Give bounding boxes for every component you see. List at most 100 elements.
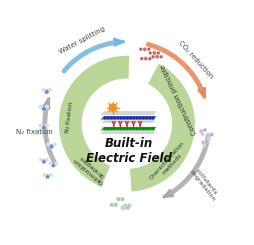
Wedge shape (171, 110, 193, 115)
Wedge shape (160, 78, 176, 93)
Wedge shape (75, 153, 92, 168)
Wedge shape (68, 147, 88, 158)
Wedge shape (63, 99, 85, 107)
Wedge shape (64, 140, 85, 149)
Wedge shape (135, 168, 139, 190)
Wedge shape (157, 74, 173, 91)
Circle shape (129, 117, 131, 119)
Wedge shape (135, 168, 140, 190)
Circle shape (120, 197, 124, 201)
Wedge shape (170, 134, 192, 140)
Wedge shape (59, 126, 81, 127)
Wedge shape (134, 168, 138, 191)
Wedge shape (65, 143, 85, 152)
Wedge shape (168, 99, 189, 108)
Wedge shape (152, 68, 165, 86)
Wedge shape (152, 67, 165, 86)
Wedge shape (143, 166, 152, 187)
Wedge shape (61, 105, 83, 111)
Wedge shape (156, 73, 171, 90)
Wedge shape (171, 131, 193, 135)
Wedge shape (96, 63, 106, 83)
Wedge shape (154, 70, 168, 88)
Wedge shape (153, 69, 166, 87)
Wedge shape (66, 145, 86, 155)
Wedge shape (102, 61, 110, 82)
Wedge shape (135, 168, 140, 190)
Wedge shape (104, 60, 111, 81)
Wedge shape (161, 152, 179, 167)
Wedge shape (67, 146, 87, 157)
Wedge shape (163, 151, 181, 165)
Wedge shape (59, 116, 82, 119)
Circle shape (145, 128, 147, 130)
Wedge shape (133, 169, 136, 191)
Wedge shape (79, 75, 95, 91)
Wedge shape (93, 163, 104, 183)
Wedge shape (92, 163, 104, 182)
Wedge shape (71, 85, 89, 98)
Wedge shape (166, 146, 186, 157)
Wedge shape (170, 135, 192, 141)
Wedge shape (59, 129, 82, 132)
Wedge shape (68, 90, 87, 101)
Wedge shape (59, 117, 82, 120)
Wedge shape (112, 57, 117, 79)
Wedge shape (164, 149, 182, 162)
Wedge shape (81, 157, 96, 174)
Wedge shape (134, 168, 138, 191)
Wedge shape (137, 168, 143, 190)
Wedge shape (71, 84, 90, 98)
Wedge shape (164, 148, 183, 161)
Wedge shape (62, 137, 83, 144)
Wedge shape (148, 163, 160, 183)
Wedge shape (168, 140, 190, 148)
Wedge shape (85, 70, 99, 88)
Wedge shape (88, 68, 101, 86)
Wedge shape (166, 91, 186, 102)
Wedge shape (74, 80, 92, 95)
Wedge shape (164, 148, 184, 160)
Wedge shape (64, 98, 85, 107)
Wedge shape (161, 79, 178, 94)
Wedge shape (160, 154, 177, 169)
Wedge shape (91, 65, 103, 85)
Circle shape (41, 88, 45, 92)
Wedge shape (84, 71, 98, 88)
Wedge shape (118, 56, 121, 79)
Wedge shape (156, 158, 171, 175)
Wedge shape (68, 147, 88, 159)
Wedge shape (164, 85, 182, 98)
Wedge shape (137, 168, 143, 190)
Wedge shape (131, 169, 134, 191)
Wedge shape (147, 164, 157, 184)
Circle shape (148, 51, 151, 55)
Wedge shape (76, 154, 93, 169)
Wedge shape (59, 114, 82, 117)
Wedge shape (75, 80, 92, 95)
Wedge shape (69, 87, 88, 100)
Wedge shape (138, 168, 144, 189)
Wedge shape (70, 148, 89, 161)
Wedge shape (73, 82, 91, 96)
Wedge shape (138, 167, 144, 189)
Wedge shape (59, 117, 82, 119)
Wedge shape (154, 159, 168, 177)
Text: CO₂ reduction: CO₂ reduction (177, 39, 214, 79)
Wedge shape (60, 132, 82, 136)
Circle shape (142, 117, 144, 119)
Wedge shape (60, 133, 82, 137)
Wedge shape (123, 56, 124, 78)
Wedge shape (162, 82, 180, 96)
Circle shape (120, 117, 122, 119)
Wedge shape (60, 109, 83, 114)
Wedge shape (100, 61, 109, 82)
Circle shape (132, 128, 134, 130)
Wedge shape (167, 93, 187, 103)
Wedge shape (171, 125, 194, 126)
Wedge shape (160, 153, 178, 169)
Wedge shape (68, 89, 87, 101)
Wedge shape (85, 70, 99, 88)
Wedge shape (89, 67, 102, 86)
Wedge shape (62, 102, 84, 109)
